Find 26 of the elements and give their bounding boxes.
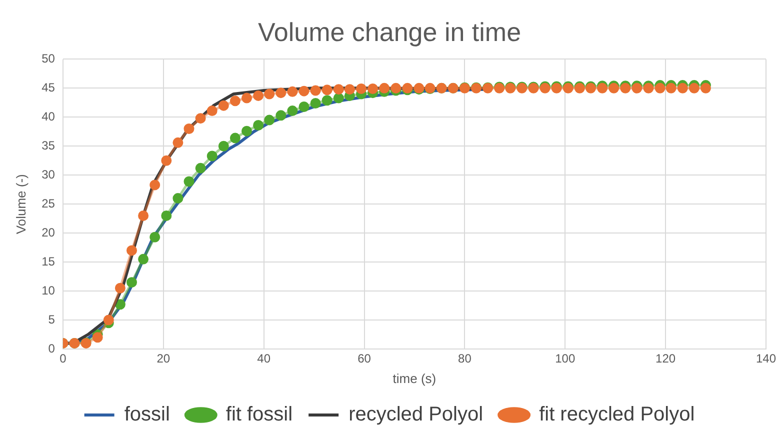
y-tick-label: 25 <box>42 196 56 210</box>
y-tick-label: 50 <box>42 52 56 66</box>
x-tick-label: 40 <box>257 352 271 366</box>
y-tick-label: 0 <box>48 341 56 356</box>
chart-title: Volume change in time <box>258 16 522 47</box>
x-tick-label: 140 <box>756 352 776 366</box>
legend-label: fit fossil <box>226 404 293 426</box>
y-tick-label: 40 <box>42 109 56 124</box>
x-tick-label: 0 <box>60 352 67 366</box>
x-tick-label: 20 <box>156 352 170 366</box>
x-tick-label: 100 <box>555 352 576 366</box>
y-tick-label: 15 <box>42 254 56 268</box>
y-tick-label: 45 <box>42 80 56 94</box>
y-tick-label: 5 <box>48 312 56 326</box>
y-axis-title: Volume (-) <box>13 174 28 234</box>
legend-label: fit recycled Polyol <box>539 404 695 426</box>
y-tick-label: 10 <box>42 283 56 298</box>
y-tick-label: 35 <box>42 138 56 152</box>
legend-label: recycled Polyol <box>348 404 484 426</box>
x-tick-label: 120 <box>656 352 676 366</box>
x-tick-label: 80 <box>458 352 472 366</box>
y-tick-label: 20 <box>42 225 56 240</box>
legend-label: fossil <box>124 404 170 426</box>
x-axis-title: time (s) <box>392 370 436 386</box>
x-tick-label: 60 <box>358 352 372 366</box>
y-tick-label: 30 <box>42 167 56 182</box>
